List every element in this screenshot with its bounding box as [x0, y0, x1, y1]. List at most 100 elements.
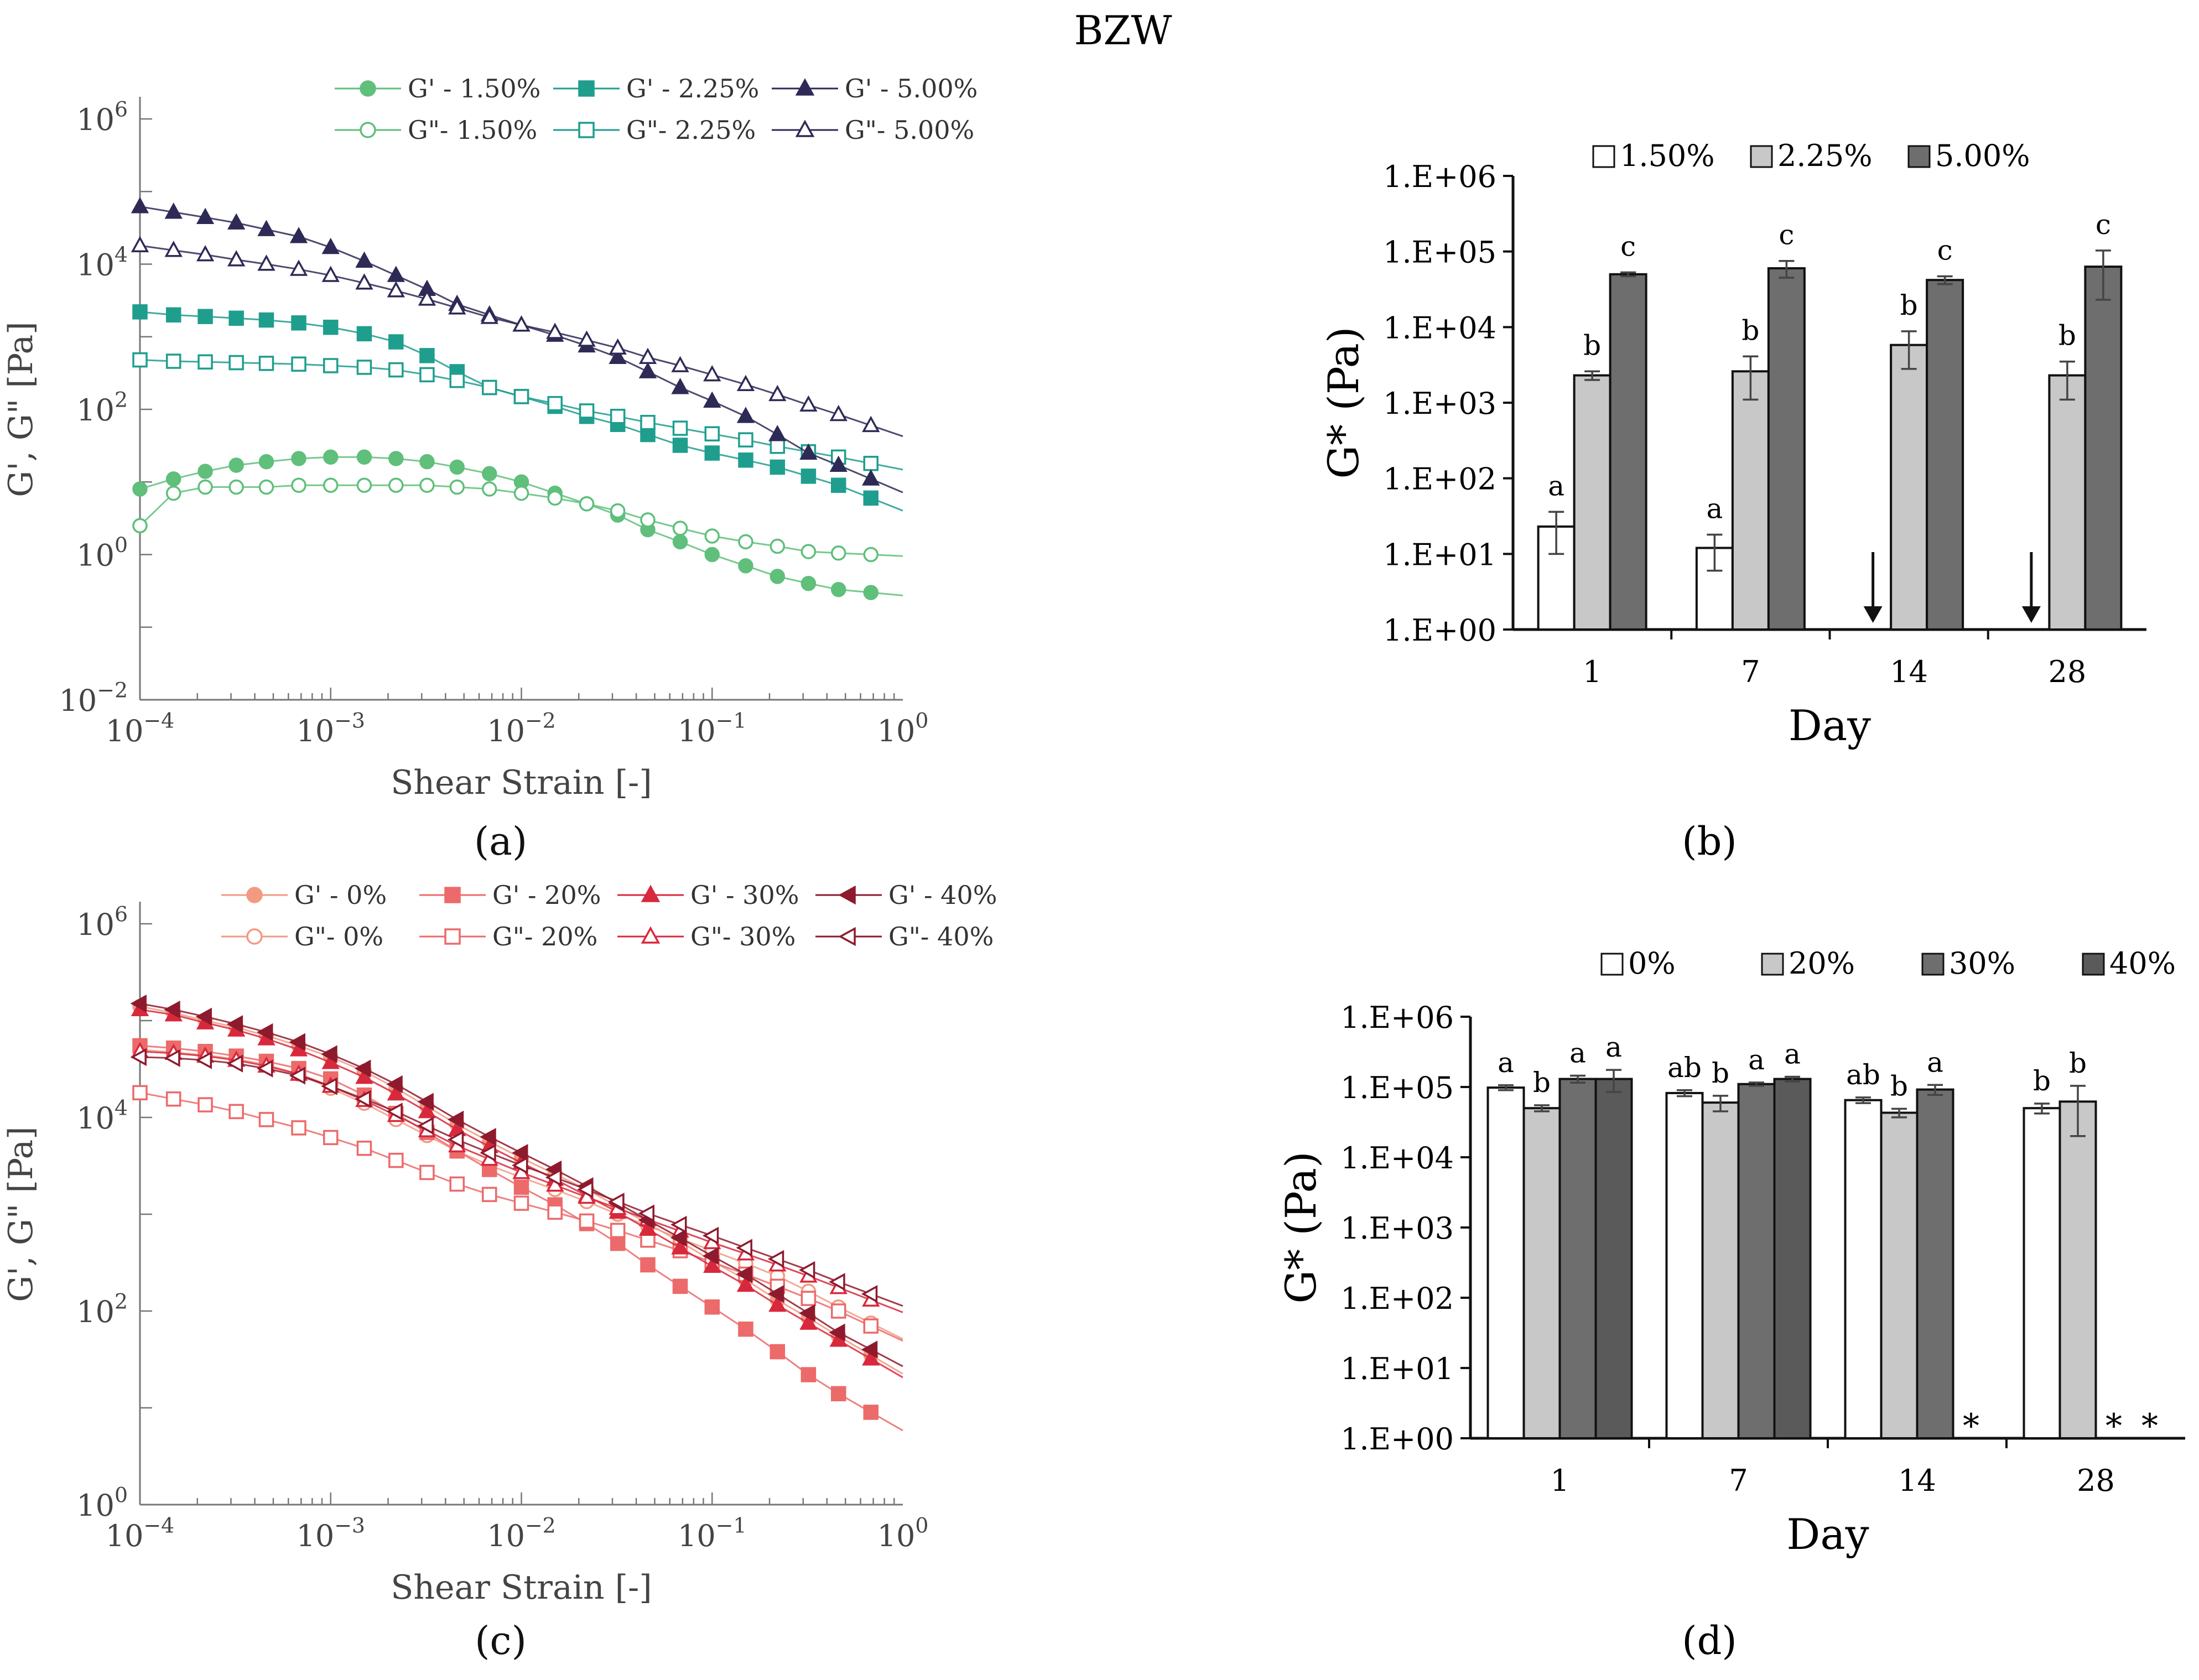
data-point	[388, 1152, 404, 1168]
data-point	[767, 1285, 784, 1303]
data-point	[195, 1007, 212, 1026]
significance-letter: ab	[1667, 1052, 1702, 1084]
bar	[1916, 1088, 1954, 1440]
x-tick-label: 10−4	[106, 709, 174, 748]
data-point	[830, 545, 846, 561]
data-point	[862, 415, 880, 433]
data-point	[579, 496, 595, 512]
data-point	[798, 1261, 815, 1279]
panel-caption: (d)	[1682, 1618, 1737, 1663]
data-point	[447, 1130, 464, 1149]
significance-letter: b	[2069, 1047, 2087, 1079]
data-point	[321, 1045, 337, 1063]
bar	[2023, 1107, 2061, 1439]
data-point	[672, 1278, 688, 1294]
significance-letter: b	[1583, 329, 1601, 361]
y-tick-label: 100	[76, 1483, 128, 1523]
data-point	[480, 308, 498, 324]
data-point	[546, 323, 564, 339]
data-point	[132, 518, 148, 534]
data-point	[227, 213, 246, 230]
data-point	[164, 1049, 180, 1067]
bar	[1731, 370, 1770, 631]
data-point	[289, 1067, 305, 1085]
x-tick-label: 1	[1583, 654, 1602, 689]
legend-label: G' - 20%	[492, 880, 601, 910]
data-point	[130, 1048, 147, 1067]
data-point	[830, 581, 846, 597]
legend-marker	[838, 927, 856, 946]
data-point	[704, 426, 720, 442]
x-tick-label: 10−1	[678, 1513, 746, 1553]
data-point	[228, 1104, 244, 1120]
series-line	[139, 1091, 903, 1342]
legend-swatch	[1750, 145, 1773, 168]
missing-data-asterisk: *	[2141, 1407, 2158, 1445]
x-tick-label: 28	[2077, 1463, 2115, 1498]
data-point	[289, 227, 308, 243]
data-point	[197, 309, 213, 324]
y-axis-title: G* (Pa)	[1319, 326, 1368, 478]
data-point	[704, 1299, 720, 1315]
data-point	[449, 459, 465, 475]
bar	[1880, 1111, 1919, 1440]
legend-marker	[360, 122, 376, 138]
x-tick-label: 10−3	[297, 709, 365, 748]
data-point	[258, 1112, 274, 1127]
data-point	[547, 1204, 563, 1220]
series-line	[139, 359, 903, 471]
data-point	[356, 1141, 372, 1156]
y-tick-label: 1.E+04	[1340, 1141, 1454, 1176]
panel-caption: (c)	[475, 1618, 527, 1663]
data-point	[449, 479, 465, 495]
bar	[1558, 1078, 1597, 1439]
data-point	[130, 995, 147, 1013]
panel-c-line-chart: 10−4 10−3 10−2 10−1 100 100 102 104 106 Shear Str…	[2, 880, 997, 1663]
significance-letter: b	[1890, 1070, 1908, 1102]
data-point	[228, 310, 244, 326]
x-axis-title: Day	[1786, 1510, 1869, 1559]
data-point	[578, 330, 596, 347]
legend-label: G' - 0%	[294, 880, 387, 910]
data-point	[257, 1023, 273, 1042]
bar	[1486, 1086, 1525, 1439]
data-point	[449, 373, 465, 388]
significance-letter: a	[1605, 1031, 1622, 1063]
data-point	[197, 1097, 213, 1112]
data-point	[547, 396, 563, 412]
data-point	[736, 375, 755, 392]
legend-marker	[578, 122, 595, 138]
data-point	[610, 1223, 626, 1239]
data-point	[829, 404, 848, 422]
data-point	[226, 1015, 243, 1033]
significance-letter: c	[1937, 234, 1953, 266]
figure-title: BZW	[1074, 7, 1172, 54]
data-point	[703, 391, 721, 408]
y-tick-label: 106	[76, 97, 128, 137]
data-point	[830, 1303, 846, 1319]
bar	[1773, 1078, 1812, 1439]
legend-marker	[795, 119, 815, 137]
panel-d-bar-chart: 1.E+00 1.E+01 1.E+02 1.E+03 1.E+04 1.E+05 1.E+…	[1276, 946, 2185, 1663]
x-tick-label: 14	[1890, 654, 1928, 689]
y-axis-title: G', G" [Pa]	[2, 321, 40, 497]
data-point	[800, 544, 817, 559]
data-point	[738, 432, 753, 448]
data-point	[449, 1176, 465, 1192]
data-point	[419, 477, 435, 493]
data-point	[770, 439, 786, 454]
data-point	[419, 1164, 435, 1180]
y-tick-label: 1.E+02	[1383, 462, 1496, 497]
legend-label: 0%	[1628, 946, 1676, 981]
significance-letter: a	[1498, 1047, 1514, 1079]
data-point	[228, 355, 244, 371]
y-tick-label: 1.E+06	[1340, 1000, 1454, 1035]
data-point	[165, 353, 181, 369]
data-point	[165, 1091, 181, 1107]
data-point	[770, 459, 786, 475]
data-point	[829, 1323, 845, 1341]
data-point	[638, 1219, 657, 1236]
data-point	[386, 1075, 403, 1094]
bar	[1609, 273, 1647, 631]
significance-letter: a	[1548, 470, 1564, 502]
